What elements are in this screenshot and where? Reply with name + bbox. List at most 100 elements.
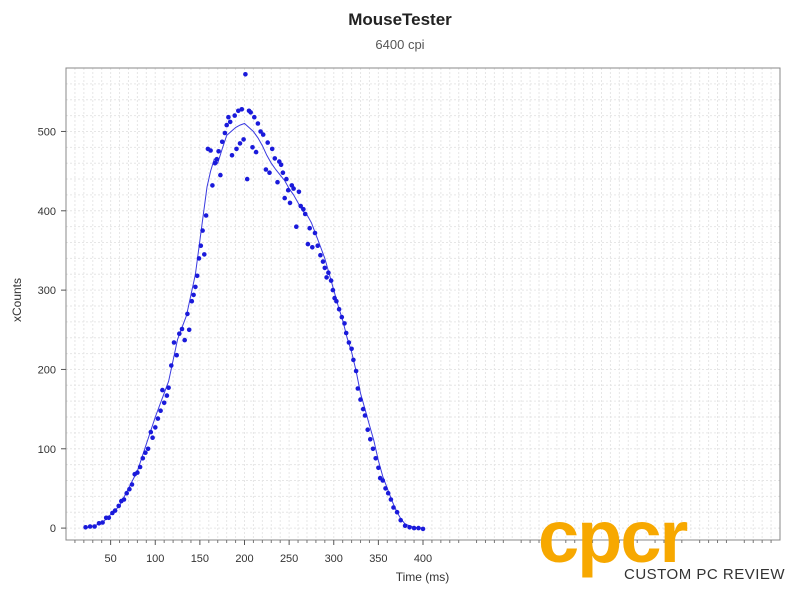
data-point [124,490,129,496]
data-point [305,241,311,247]
data-point [148,429,154,435]
data-point [145,446,151,452]
data-point [407,525,412,530]
y-tick-label: 0 [50,523,56,535]
y-tick-label: 100 [38,444,56,456]
x-tick-label: 350 [369,553,387,565]
data-point [158,408,163,414]
data-point [182,337,187,343]
data-point [210,183,215,188]
data-point [360,406,366,412]
data-point [191,292,196,298]
data-point [239,107,245,112]
data-point [346,340,352,345]
data-point [127,486,132,492]
data-point [106,515,112,521]
x-tick-label: 300 [325,553,343,565]
data-point [244,176,250,182]
data-point [358,397,363,402]
data-point [171,340,177,345]
chart-title: MouseTester [348,10,452,29]
data-point [255,121,261,126]
data-point [83,525,88,530]
y-tick-label: 300 [38,285,56,297]
x-tick-label: 100 [146,553,164,565]
data-point [160,387,165,393]
data-point [161,400,167,406]
watermark-letters: cpcr [538,495,688,578]
data-point [330,287,336,293]
data-point [310,245,315,250]
data-point [116,503,121,509]
data-point [322,265,328,271]
data-point [129,482,135,487]
data-point [214,156,220,162]
y-tick-label: 200 [38,364,56,376]
x-tick-label: 200 [235,553,253,565]
data-point [263,167,269,172]
data-point [285,187,291,193]
y-tick-label: 400 [38,206,56,218]
data-point [298,203,304,209]
data-point [362,413,368,418]
x-tick-label: 150 [191,553,209,565]
data-point [185,311,190,317]
data-point [394,509,400,515]
data-point [194,273,200,279]
data-point [269,146,275,152]
data-point [320,259,326,264]
data-point [250,145,255,150]
data-point [236,108,241,114]
data-point [326,270,331,276]
data-point [275,179,280,185]
data-point [218,172,223,178]
data-point [385,490,391,496]
data-point [258,129,263,134]
data-point [351,357,356,363]
data-point [328,278,334,283]
data-point [355,386,361,391]
data-point [420,526,426,532]
data-point [150,435,155,441]
data-point [121,497,127,502]
data-point [248,110,253,115]
data-point [411,525,417,531]
data-point [189,298,195,304]
data-point [208,148,213,153]
data-point [100,520,105,525]
data-point [198,243,204,248]
data-point [137,464,143,470]
data-point [365,427,371,433]
data-point [265,140,271,145]
x-tick-label: 250 [280,553,298,565]
data-point [398,517,404,523]
data-point [169,363,174,368]
data-point [164,393,170,398]
data-point [312,230,318,236]
data-point [349,346,354,352]
data-point [227,119,233,125]
data-point [416,525,421,531]
data-point [237,141,243,146]
data-point [278,162,284,168]
data-point [224,122,229,128]
data-point [226,114,231,120]
data-point [253,149,259,155]
data-point [112,508,118,513]
data-point [294,224,299,229]
data-point [342,321,347,326]
data-point [166,385,171,391]
data-point [373,456,379,461]
data-point [229,153,235,158]
data-point [284,176,289,182]
data-point [334,298,339,304]
data-point [87,524,93,529]
data-point [252,114,257,120]
data-point [219,139,225,145]
data-point [155,416,161,421]
data-point [212,160,218,166]
data-point [380,478,386,483]
data-point [324,275,329,280]
x-tick-label: 50 [105,553,117,565]
data-point [96,521,102,526]
